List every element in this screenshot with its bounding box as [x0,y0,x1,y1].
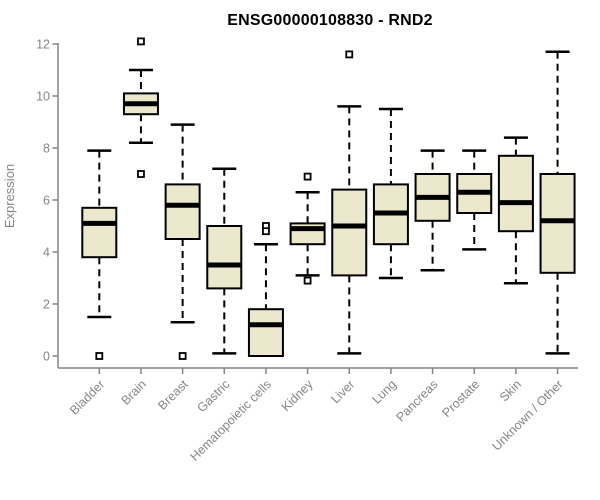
x-category-label: Hematopoietic cells [188,377,275,464]
x-category-label: Pancreas [393,377,440,424]
x-category-label: Breast [155,377,191,413]
box-group [289,172,326,285]
box-group [497,136,534,285]
x-category-label: Skin [497,377,524,404]
y-tick-label: 0 [43,350,50,364]
x-category-label: Liver [328,377,357,406]
box-rect [331,188,368,277]
x-category-label: Kidney [279,377,316,414]
box-group [122,37,159,178]
y-tick-label: 6 [43,194,50,208]
box-rect [247,308,284,358]
box-group [247,222,284,358]
x-category-label: Gastric [195,377,233,415]
outlier-marker [303,172,312,181]
y-tick-label: 2 [43,298,50,312]
y-tick-label: 12 [36,38,50,52]
box-rect [81,206,118,259]
box-group [372,107,409,280]
box-group [164,123,201,360]
box-rect [539,173,576,274]
y-tick-label: 8 [43,142,50,156]
outlier-marker [95,352,104,360]
y-tick-label: 4 [43,246,50,260]
outlier-marker [262,227,270,236]
x-category-label: Lung [369,377,399,407]
outlier-marker [178,352,187,360]
y-tick-label: 10 [36,90,50,104]
outlier-marker [137,170,145,178]
box-group [206,167,243,355]
y-axis-title: Expression [2,164,17,228]
outlier-marker [137,37,145,46]
box-rect [497,154,534,233]
box-rect [206,225,243,290]
box-group [456,149,493,251]
box-group [81,149,118,360]
outlier-marker [345,50,354,59]
box-group [539,50,576,355]
box-group [331,50,368,355]
outlier-marker [303,276,312,285]
x-category-label: Bladder [67,377,107,417]
x-category-label: Brain [119,377,150,408]
x-category-label: Unknown / Other [489,377,565,453]
box-rect [164,183,201,240]
box-group [414,149,451,272]
chart-title: ENSG00000108830 - RND2 [227,12,433,29]
x-category-label: Prostate [440,377,483,420]
